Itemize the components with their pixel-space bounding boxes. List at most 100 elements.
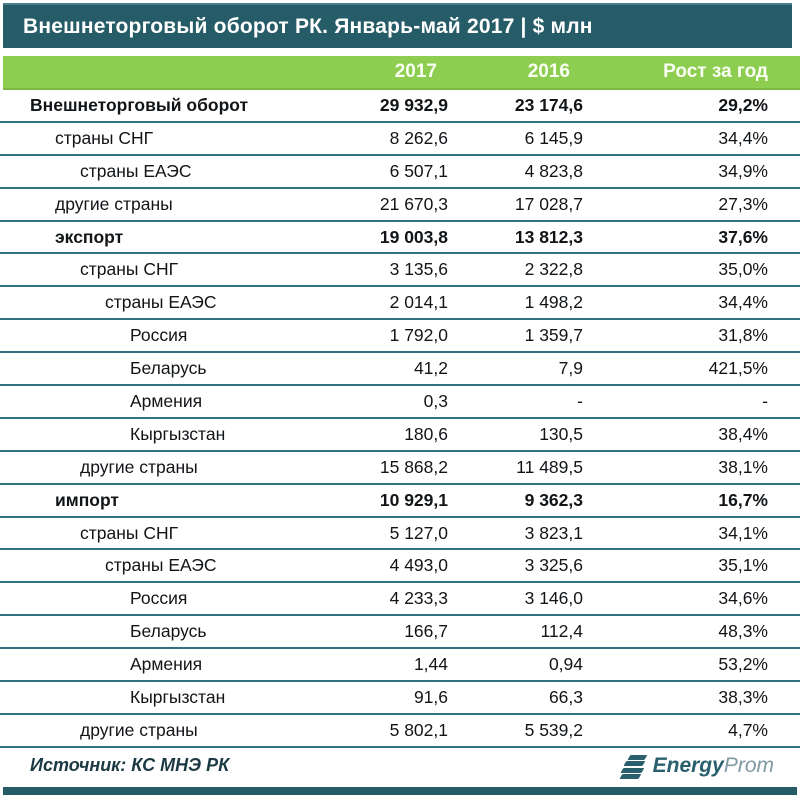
data-table: Внешнеторговый оборот 29 932,9 23 174,6 29,… (0, 90, 800, 748)
table-row: Беларусь 41,2 7,9 421,5% (0, 353, 800, 387)
table-row: Армения 1,44 0,94 53,2% (0, 649, 800, 683)
value-2016: 11 489,5 (516, 456, 583, 477)
col-header-2017: 2017 (394, 61, 437, 82)
value-2017: 29 932,9 (379, 94, 448, 115)
value-2016: 3 325,6 (524, 555, 583, 576)
value-2016: 2 322,8 (524, 259, 583, 280)
value-growth: 35,0% (718, 259, 768, 280)
footer: Источник: КС МНЭ РК EnergyProm (0, 749, 800, 783)
value-growth: 27,3% (718, 193, 768, 214)
value-2017: 6 507,1 (389, 160, 448, 181)
value-2016: 1 359,7 (524, 325, 583, 346)
table-row: экспорт 19 003,8 13 812,3 37,6% (0, 222, 800, 255)
value-growth: 4,7% (728, 719, 768, 740)
table-row: страны СНГ 5 127,0 3 823,1 34,1% (0, 518, 800, 551)
value-2017: 166,7 (404, 621, 448, 642)
row-label: другие страны (80, 456, 198, 477)
value-2016: 112,4 (540, 621, 584, 642)
row-label: Беларусь (130, 621, 207, 642)
table-row: другие страны 15 868,2 11 489,5 38,1% (0, 452, 800, 485)
value-2017: 91,6 (413, 686, 448, 707)
title-bar: Внешнеторговый оборот РК. Январь-май 201… (3, 3, 792, 48)
value-growth: 38,1% (718, 456, 768, 477)
table-row: Беларусь 166,7 112,4 48,3% (0, 616, 800, 650)
table-row: страны ЕАЭС 2 014,1 1 498,2 34,4% (0, 287, 800, 321)
value-2017: 0,3 (423, 390, 448, 411)
value-growth: 34,9% (718, 160, 768, 181)
value-2017: 2 014,1 (389, 292, 448, 313)
page-title: Внешнеторговый оборот РК. Январь-май 201… (23, 14, 593, 38)
value-2016: 4 823,8 (524, 160, 583, 181)
row-label: Кыргызстан (130, 423, 226, 444)
value-2017: 1,44 (413, 654, 448, 675)
table-row: другие страны 21 670,3 17 028,7 27,3% (0, 189, 800, 222)
row-label: Россия (130, 588, 188, 609)
value-2017: 19 003,8 (379, 226, 448, 247)
value-growth: 29,2% (718, 94, 768, 115)
logo-text-prom: Prom (723, 753, 774, 777)
row-label: страны СНГ (55, 127, 154, 148)
value-growth: 34,4% (718, 292, 768, 313)
value-2017: 21 670,3 (379, 193, 448, 214)
value-2016: 3 146,0 (524, 588, 583, 609)
value-2017: 5 127,0 (389, 522, 448, 543)
value-2017: 180,6 (404, 423, 448, 444)
row-label: Россия (130, 325, 188, 346)
row-label: страны СНГ (80, 522, 179, 543)
value-2016: 7,9 (558, 358, 583, 379)
value-2016: 17 028,7 (514, 193, 583, 214)
value-growth: 53,2% (718, 654, 768, 675)
value-growth: 34,1% (718, 522, 768, 543)
value-2016: 13 812,3 (514, 226, 583, 247)
value-2017: 15 868,2 (379, 456, 448, 477)
row-label: Армения (130, 654, 203, 675)
value-2016: 66,3 (548, 686, 583, 707)
table-row: Армения 0,3 - - (0, 386, 800, 419)
table-row: Кыргызстан 180,6 130,5 38,4% (0, 419, 800, 452)
value-growth: 16,7% (718, 489, 768, 510)
energyprom-stack-icon (619, 753, 647, 779)
logo-text: EnergyProm (653, 754, 774, 778)
row-label: Внешнеторговый оборот (30, 94, 249, 115)
value-growth: - (762, 390, 768, 411)
col-header-2016: 2016 (527, 61, 570, 82)
value-growth: 37,6% (718, 226, 768, 247)
table-row: страны СНГ 3 135,6 2 322,8 35,0% (0, 254, 800, 288)
value-2016: 23 174,6 (514, 94, 583, 115)
value-2017: 5 802,1 (389, 719, 448, 740)
col-header-growth: Рост за год (663, 61, 768, 82)
table-row: страны ЕАЭС 4 493,0 3 325,6 35,1% (0, 550, 800, 584)
value-growth: 34,4% (718, 127, 768, 148)
row-label: Беларусь (130, 358, 207, 379)
value-2017: 4 493,0 (389, 555, 448, 576)
value-2016: 3 823,1 (524, 522, 583, 543)
row-label: страны ЕАЭС (80, 160, 192, 181)
table-row: Кыргызстан 91,6 66,3 38,3% (0, 682, 800, 715)
value-2016: 0,94 (548, 654, 583, 675)
energyprom-logo: EnergyProm (619, 753, 774, 779)
table-row: импорт 10 929,1 9 362,3 16,7% (0, 485, 800, 518)
row-label: экспорт (55, 226, 124, 247)
row-label: Кыргызстан (130, 686, 226, 707)
value-2017: 8 262,6 (389, 127, 448, 148)
value-2016: 5 539,2 (524, 719, 583, 740)
value-2016: 130,5 (539, 423, 583, 444)
value-2016: 6 145,9 (524, 127, 583, 148)
row-label: страны ЕАЭС (105, 555, 217, 576)
source-note: Источник: КС МНЭ РК (30, 755, 230, 776)
value-2017: 3 135,6 (389, 259, 448, 280)
value-2017: 41,2 (413, 358, 448, 379)
table-row: Россия 4 233,3 3 146,0 34,6% (0, 583, 800, 617)
value-growth: 38,3% (718, 686, 768, 707)
row-label: страны ЕАЭС (105, 292, 217, 313)
logo-text-energy: Energy (652, 753, 724, 777)
value-growth: 31,8% (718, 325, 768, 346)
row-label: импорт (55, 489, 119, 510)
value-growth: 48,3% (718, 621, 768, 642)
value-growth: 34,6% (718, 588, 768, 609)
table-row: страны СНГ 8 262,6 6 145,9 34,4% (0, 123, 800, 156)
value-2017: 10 929,1 (379, 489, 448, 510)
value-growth: 38,4% (718, 423, 768, 444)
value-2017: 1 792,0 (389, 325, 448, 346)
value-2016: 9 362,3 (524, 489, 583, 510)
